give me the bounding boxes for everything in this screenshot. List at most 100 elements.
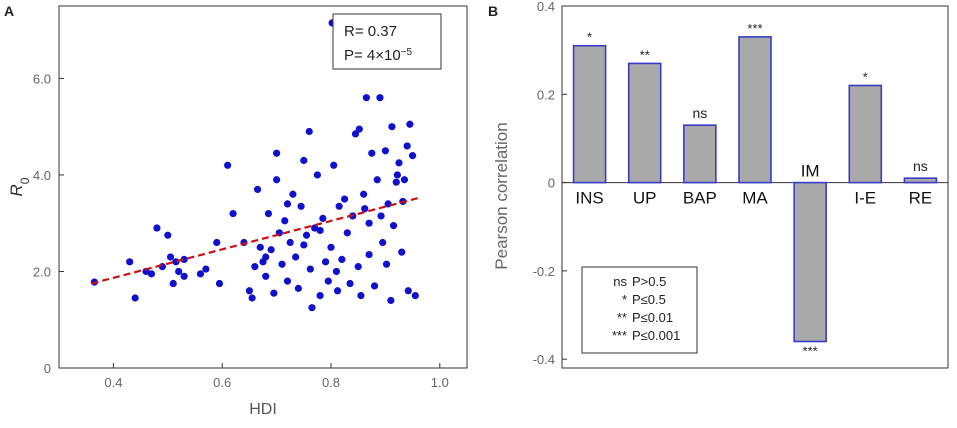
panel-a-x-tick-label: 0.8: [322, 375, 340, 390]
panel-b-y-tick-label: 0.2: [537, 87, 555, 102]
panel-a-data-point: [321, 258, 330, 266]
panel-b-legend-symbol: *: [622, 292, 627, 307]
panel-a-data-point: [300, 156, 308, 165]
panel-a-data-point: [388, 123, 396, 131]
panel-a-data-point: [229, 209, 237, 218]
panel-a-x-tick-label: 0.6: [213, 375, 231, 390]
panel-b-bar: B -0.4 -0.2 0 0.2 0.4 Pearson correlation IN…: [488, 0, 949, 369]
panel-a-data-point: [196, 270, 205, 278]
panel-b-significance-label: ns: [913, 158, 928, 174]
panel-b-category-label: I-E: [854, 189, 876, 208]
panel-a-data-point: [382, 260, 391, 268]
panel-a-data-point: [381, 147, 389, 155]
panel-a-data-point: [300, 241, 308, 249]
panel-a-data-point: [286, 238, 294, 247]
panel-a-y-tick-label: 4.0: [33, 168, 51, 183]
panel-b-y-tick-label: -0.2: [533, 264, 555, 279]
panel-a-data-point: [373, 176, 381, 184]
panel-a-data-point: [330, 161, 338, 169]
panel-a-data-point: [278, 260, 286, 268]
panel-b-legend-frame: [581, 266, 698, 354]
panel-a-data-point: [355, 125, 363, 133]
panel-a-x-tick-label: 1.0: [431, 375, 449, 390]
panel-b-category-label: RE: [909, 189, 933, 208]
panel-a-data-point: [360, 190, 368, 198]
panel-b-plot-frame: [561, 5, 949, 369]
panel-a-data-point: [316, 292, 324, 300]
panel-a-r-value: R= 0.37: [344, 23, 397, 40]
panel-b-legend: ns P>0.5 * P≤0.5 ** P≤0.01 *** P≤0.001: [581, 266, 698, 354]
panel-a-data-point: [361, 205, 369, 213]
panel-a-p-prefix: P= 4×10: [344, 47, 401, 64]
panel-b-legend-text: P≤0.001: [632, 328, 680, 343]
panel-a-data-point: [294, 284, 302, 292]
panel-b-significance-label: **: [640, 47, 650, 62]
panel-a-data-point: [213, 238, 221, 247]
panel-b-legend-symbol: ***: [612, 328, 627, 343]
panel-a-data-point: [365, 219, 373, 227]
panel-b-y-tick-label: -0.4: [533, 352, 555, 367]
panel-b-bar-ins: [572, 44, 607, 184]
panel-a-data-point: [308, 304, 316, 312]
panel-a-data-point: [153, 224, 161, 232]
panel-a-data-point: [169, 279, 177, 288]
panel-a-data-point: [333, 287, 342, 295]
panel-b-category-label: IM: [801, 162, 820, 181]
panel-a-data-point: [215, 279, 224, 288]
panel-a-x-axis-label: HDI: [249, 401, 277, 418]
panel-a-points: [90, 19, 419, 312]
panel-a-data-point: [362, 94, 370, 102]
panel-b-legend-text: P>0.5: [632, 274, 666, 289]
panel-a-data-point: [283, 200, 292, 208]
panel-a-p-exponent: −5: [401, 47, 413, 58]
panel-a-data-point: [253, 185, 262, 194]
panel-b-legend-symbol: ns: [613, 274, 627, 289]
panel-b-legend-text: P≤0.5: [632, 292, 666, 307]
panel-a-data-point: [400, 176, 409, 184]
panel-a-data-point: [126, 258, 134, 266]
panel-b-bar-up: [627, 62, 662, 184]
panel-b-bar-re: [903, 177, 938, 184]
panel-a-data-point: [166, 253, 175, 261]
panel-a-data-point: [306, 265, 314, 273]
panel-a-y-label-main: R: [7, 184, 26, 196]
panel-a-data-point: [392, 178, 400, 186]
panel-a-y-axis-label: R0: [7, 177, 32, 196]
panel-b-y-tick-label: 0.4: [537, 0, 555, 14]
panel-a-data-point: [292, 253, 300, 261]
panel-a-fit-line: [91, 197, 419, 285]
panel-a-data-point: [224, 161, 232, 169]
panel-b-legend-symbol: **: [617, 310, 627, 325]
panel-b-significance-label: ***: [747, 21, 762, 36]
panel-a-data-point: [313, 171, 321, 179]
panel-b-significance-label: ns: [692, 105, 707, 121]
panel-a-data-point: [379, 238, 387, 247]
panel-a-data-point: [324, 277, 332, 285]
panel-a-data-point: [316, 226, 324, 235]
panel-a-data-point: [398, 248, 406, 256]
panel-a-data-point: [404, 287, 412, 295]
panel-a-data-point: [411, 292, 419, 300]
panel-a-data-point: [164, 231, 172, 239]
panel-a-data-point: [297, 202, 305, 210]
panel-a-data-point: [267, 246, 275, 254]
panel-a-data-point: [262, 272, 270, 280]
panel-a-y-tick-label: 2.0: [33, 264, 51, 279]
panel-a-data-point: [180, 255, 188, 263]
panel-a-data-point: [403, 142, 411, 150]
panel-a-p-value: P= 4×10−5: [344, 47, 413, 65]
panel-a-data-point: [365, 250, 373, 259]
panel-b-y-axis-label: Pearson correlation: [492, 122, 511, 269]
panel-a-label: A: [4, 3, 14, 19]
panel-a-data-point: [327, 243, 335, 251]
panel-a-data-point: [377, 212, 385, 220]
panel-a-data-point: [245, 287, 253, 295]
panel-b-legend-text: P≤0.01: [632, 310, 673, 325]
panel-a-data-point: [273, 149, 281, 157]
panel-b-bar-im: [793, 181, 827, 343]
panel-a-data-point: [354, 263, 362, 271]
panel-a-data-point: [302, 231, 311, 239]
panel-a-data-point: [393, 171, 401, 179]
